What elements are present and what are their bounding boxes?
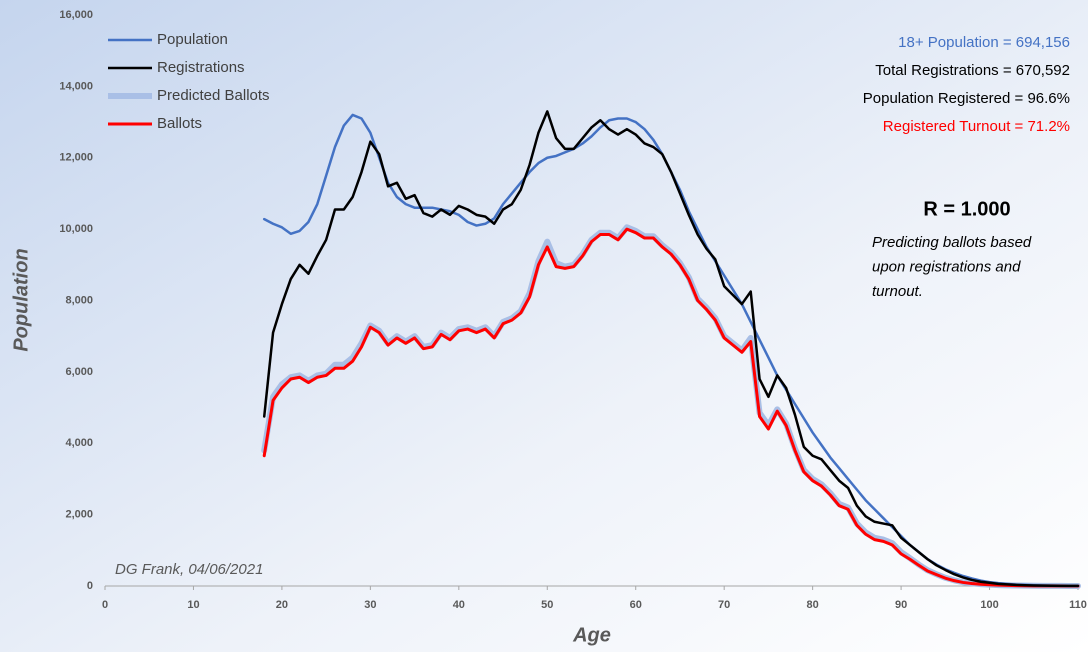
x-tick-label: 0 — [102, 599, 108, 611]
y-tick-label: 16,000 — [59, 9, 93, 21]
x-tick-label: 10 — [187, 599, 199, 611]
annotation: 18+ Population = 694,156 — [898, 34, 1070, 51]
legend-label: Predicted Ballots — [157, 87, 270, 104]
x-tick-label: 80 — [807, 599, 819, 611]
y-tick-label: 0 — [87, 580, 93, 592]
credit: DG Frank, 04/06/2021 — [115, 561, 263, 578]
y-tick-label: 2,000 — [65, 509, 93, 521]
y-tick-label: 4,000 — [65, 437, 93, 449]
x-tick-label: 50 — [541, 599, 553, 611]
y-tick-label: 8,000 — [65, 294, 93, 306]
x-tick-label: 60 — [630, 599, 642, 611]
note: Predicting ballots based — [872, 234, 1032, 251]
y-tick-label: 10,000 — [59, 223, 93, 235]
note: upon registrations and — [872, 258, 1021, 275]
series-line — [262, 110, 1080, 588]
x-tick-label: 90 — [895, 599, 907, 611]
x-tick-label: 40 — [453, 599, 465, 611]
x-tick-label: 70 — [718, 599, 730, 611]
x-axis-label: Age — [572, 624, 611, 646]
note: turnout. — [872, 283, 923, 300]
y-tick-label: 6,000 — [65, 366, 93, 378]
legend-label: Registrations — [157, 59, 245, 76]
r-label: R = 1.000 — [923, 198, 1010, 220]
annotation: Total Registrations = 670,592 — [875, 62, 1070, 79]
y-tick-label: 12,000 — [59, 152, 93, 164]
x-tick-label: 20 — [276, 599, 288, 611]
annotation: Population Registered = 96.6% — [863, 90, 1070, 107]
x-tick-label: 100 — [980, 599, 998, 611]
y-tick-label: 14,000 — [59, 80, 93, 92]
x-tick-label: 30 — [364, 599, 376, 611]
annotation: Registered Turnout = 71.2% — [883, 118, 1070, 135]
legend-label: Population — [157, 31, 228, 48]
legend-label: Ballots — [157, 115, 202, 132]
y-axis-label: Population — [10, 248, 32, 351]
x-tick-label: 110 — [1069, 599, 1087, 611]
series-line — [262, 227, 1080, 588]
